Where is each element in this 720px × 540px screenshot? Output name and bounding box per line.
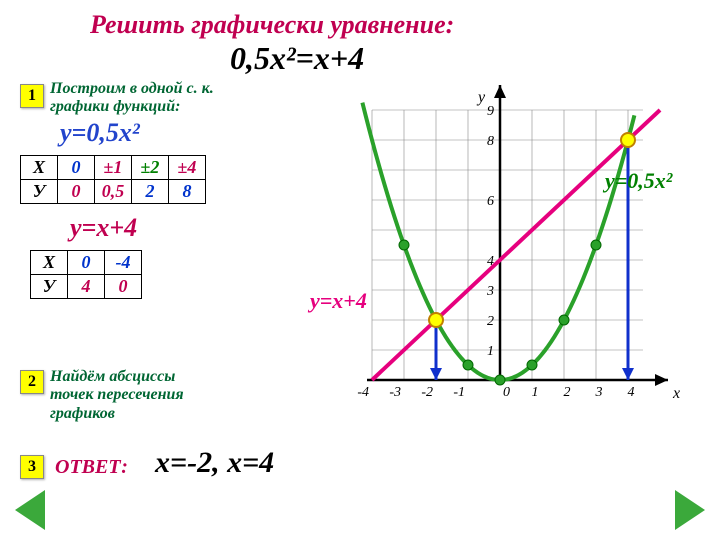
svg-text:4: 4 [487,254,494,269]
svg-text:9: 9 [487,104,494,119]
step-3-marker: 3 [20,455,44,479]
func2-label: у=х+4 [70,213,137,243]
prev-slide-button[interactable] [15,490,45,530]
svg-text:0: 0 [503,385,510,400]
title-equation: 0,5х²=х+4 [230,40,364,77]
func1-x-3: ±4 [169,156,206,180]
svg-text:-2: -2 [421,385,433,400]
func2-x-1: -4 [105,251,142,275]
step-2-text: Найдём абсциссы точек пересечения график… [50,368,184,423]
func1-y-0: 0 [58,180,95,204]
func2-x-0: 0 [68,251,105,275]
func2-table: Х 0 -4 У 4 0 [30,250,142,299]
func1-table: Х 0 ±1 ±2 ±4 У 0 0,5 2 8 [20,155,206,204]
func2-row-x-label: Х [31,251,68,275]
func1-row-x-label: Х [21,156,58,180]
svg-text:-1: -1 [453,385,465,400]
svg-text:-3: -3 [389,385,401,400]
func1-x-0: 0 [58,156,95,180]
func2-y-1: 0 [105,275,142,299]
answer-value: х=-2, х=4 [155,446,274,480]
func2-row-y-label: У [31,275,68,299]
func1-y-1: 0,5 [95,180,132,204]
svg-text:2: 2 [487,314,494,329]
title-line1: Решить графически уравнение: [90,10,454,40]
svg-text:6: 6 [487,194,494,209]
svg-text:х: х [672,385,680,402]
func2-y-0: 4 [68,275,105,299]
svg-text:2: 2 [564,385,571,400]
func1-row-y-label: У [21,180,58,204]
svg-text:3: 3 [486,284,494,299]
step-1-marker: 1 [20,84,44,108]
step-2-marker: 2 [20,370,44,394]
func1-label: у=0,5х² [60,118,140,148]
func1-y-2: 2 [132,180,169,204]
svg-text:1: 1 [487,344,494,359]
func1-x-2: ±2 [132,156,169,180]
svg-text:у: у [476,89,486,106]
svg-text:1: 1 [532,385,539,400]
step-1-text: Построим в одной с. к. графики функций: [50,80,214,117]
svg-text:8: 8 [487,134,494,149]
answer-label: ОТВЕТ: [55,456,128,479]
func1-y-3: 8 [169,180,206,204]
svg-text:4: 4 [628,385,635,400]
svg-text:-4: -4 [357,385,369,400]
next-slide-button[interactable] [675,490,705,530]
parabola-label: у=0,5х² [605,168,672,194]
svg-text:3: 3 [595,385,603,400]
func1-x-1: ±1 [95,156,132,180]
line-label: у=х+4 [310,288,367,314]
